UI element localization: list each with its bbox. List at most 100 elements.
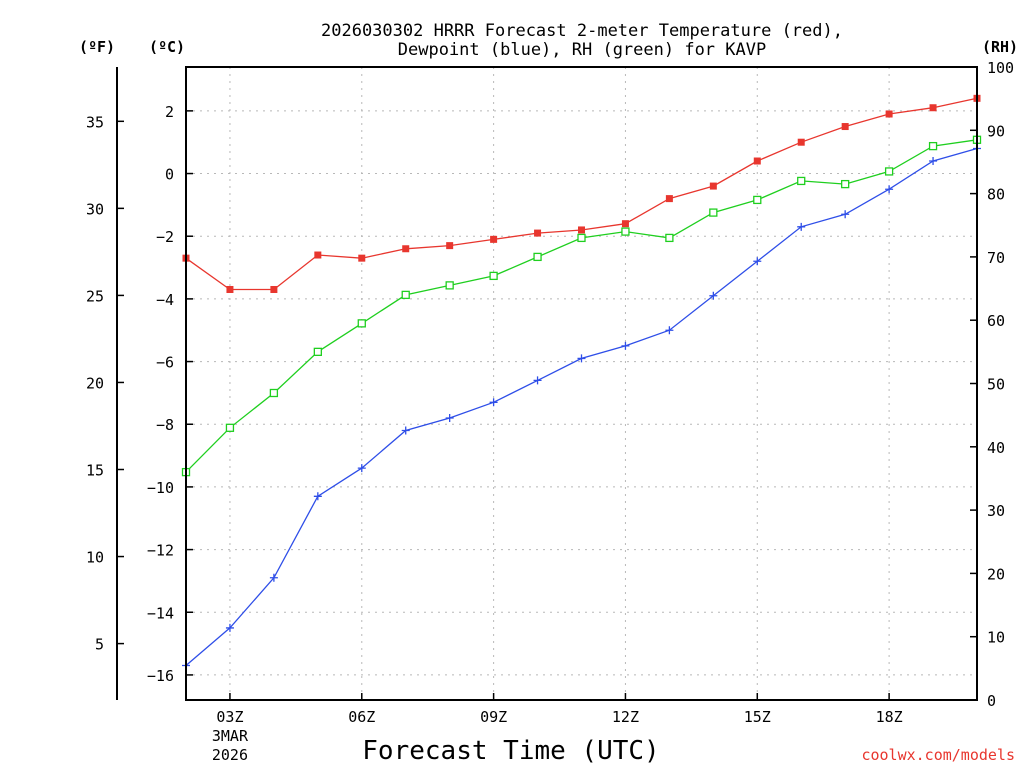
x-tick-label: 12Z [612, 708, 639, 726]
fahrenheit-tick-label: 20 [86, 374, 104, 392]
x-axis-label: Forecast Time (UTC) [362, 736, 659, 766]
rh-tick-label: 40 [987, 439, 1005, 457]
rh-point [489, 271, 498, 281]
rh-point [533, 252, 542, 262]
x-tick-label: 18Z [876, 708, 903, 726]
dewpoint-point [313, 492, 322, 501]
celsius-tick-label: −2 [156, 228, 174, 246]
fahrenheit-tick-label: 30 [86, 200, 104, 218]
grid-lines [186, 67, 977, 700]
temperature-point [665, 195, 673, 203]
rh-point [884, 167, 894, 176]
celsius-tick-label: 2 [165, 103, 174, 121]
fahrenheit-tick-label: 10 [86, 549, 104, 567]
celsius-tick-label: −16 [147, 667, 174, 685]
dewpoint-point [445, 413, 454, 422]
dewpoint-point [489, 398, 498, 407]
temperature-point [490, 235, 498, 243]
celsius-unit-label: (ºC) [149, 38, 185, 56]
dewpoint-point [269, 573, 278, 582]
celsius-axis: 2 0 −2 −4 −6 −8 −10 −12 −14 −16 [147, 103, 193, 685]
fahrenheit-tick-label: 35 [86, 113, 104, 131]
temperature-point [534, 229, 542, 237]
dewpoint-line [185, 147, 978, 666]
rh-tick-label: 30 [987, 502, 1005, 520]
temperature-point [446, 242, 454, 250]
rh-point [621, 227, 630, 236]
dewpoint-point [357, 464, 366, 473]
temperature-point [226, 285, 234, 293]
rh-tick-label: 10 [987, 629, 1005, 647]
x-tick-label: 03Z [216, 708, 243, 726]
temperature-point [578, 226, 585, 234]
celsius-tick-label: 0 [165, 166, 174, 184]
temperature-point [929, 104, 937, 112]
temperature-point [402, 245, 410, 253]
rh-tick-label: 20 [987, 565, 1005, 583]
rh-point [797, 176, 806, 186]
celsius-tick-label: −14 [147, 604, 174, 622]
fahrenheit-tick-label: 5 [95, 636, 104, 654]
rh-point [665, 233, 674, 243]
dewpoint-point [929, 157, 938, 166]
dewpoint-point [885, 185, 894, 194]
dewpoint-point [577, 354, 586, 363]
celsius-tick-label: −6 [156, 354, 174, 372]
fahrenheit-tick-label: 25 [86, 287, 104, 305]
rh-point [577, 233, 586, 243]
temperature-point [621, 220, 629, 228]
temperature-point [270, 285, 278, 293]
temperature-point [709, 182, 717, 190]
x-tick-label: 06Z [348, 708, 375, 726]
dewpoint-point [709, 291, 718, 300]
rh-tick-label: 0 [987, 692, 996, 710]
rh-point [313, 347, 322, 357]
temperature-line [185, 97, 978, 291]
x-tick-label: 15Z [744, 708, 771, 726]
dewpoint-point [401, 426, 410, 435]
celsius-tick-label: −8 [156, 416, 174, 434]
rh-point [357, 319, 366, 328]
chart-title-line2: Dewpoint (blue), RH (green) for KAVP [398, 40, 766, 60]
rh-point [709, 208, 718, 217]
x-tick-year: 2026 [212, 746, 248, 764]
celsius-tick-label: −4 [156, 291, 174, 309]
dewpoint-point [533, 376, 542, 385]
rh-point [269, 388, 279, 398]
x-tick-date: 3MAR [212, 727, 249, 745]
rh-tick-label: 50 [987, 376, 1005, 394]
rh-point [841, 179, 850, 189]
data-series [181, 94, 982, 670]
rh-line [185, 139, 978, 473]
rh-point [928, 141, 938, 151]
temperature-point [885, 110, 893, 118]
fahrenheit-unit-label: (ºF) [79, 38, 115, 56]
rh-point [753, 195, 762, 205]
dewpoint-point [225, 623, 234, 632]
fahrenheit-axis: 35 30 25 20 15 10 5 [86, 113, 124, 654]
rh-tick-label: 90 [987, 122, 1005, 140]
celsius-tick-label: −12 [147, 542, 174, 560]
rh-unit-label: (RH) [982, 38, 1018, 56]
temperature-point [358, 254, 366, 262]
temperature-point [797, 138, 805, 146]
celsius-tick-label: −10 [147, 479, 174, 497]
temperature-point [314, 251, 322, 259]
x-tick-label: 09Z [480, 708, 507, 726]
dewpoint-point [841, 210, 850, 219]
rh-tick-label: 100 [987, 59, 1014, 77]
rh-tick-label: 80 [987, 186, 1005, 204]
plot-frame [185, 66, 978, 701]
rh-point [225, 423, 235, 432]
rh-tick-label: 60 [987, 312, 1005, 330]
temperature-point [753, 157, 761, 165]
dewpoint-point [665, 326, 674, 335]
dewpoint-point [753, 257, 762, 266]
dewpoint-point [621, 341, 630, 350]
credit-text: coolwx.com/models [861, 746, 1015, 764]
rh-tick-label: 70 [987, 249, 1005, 267]
fahrenheit-tick-label: 15 [86, 462, 104, 480]
